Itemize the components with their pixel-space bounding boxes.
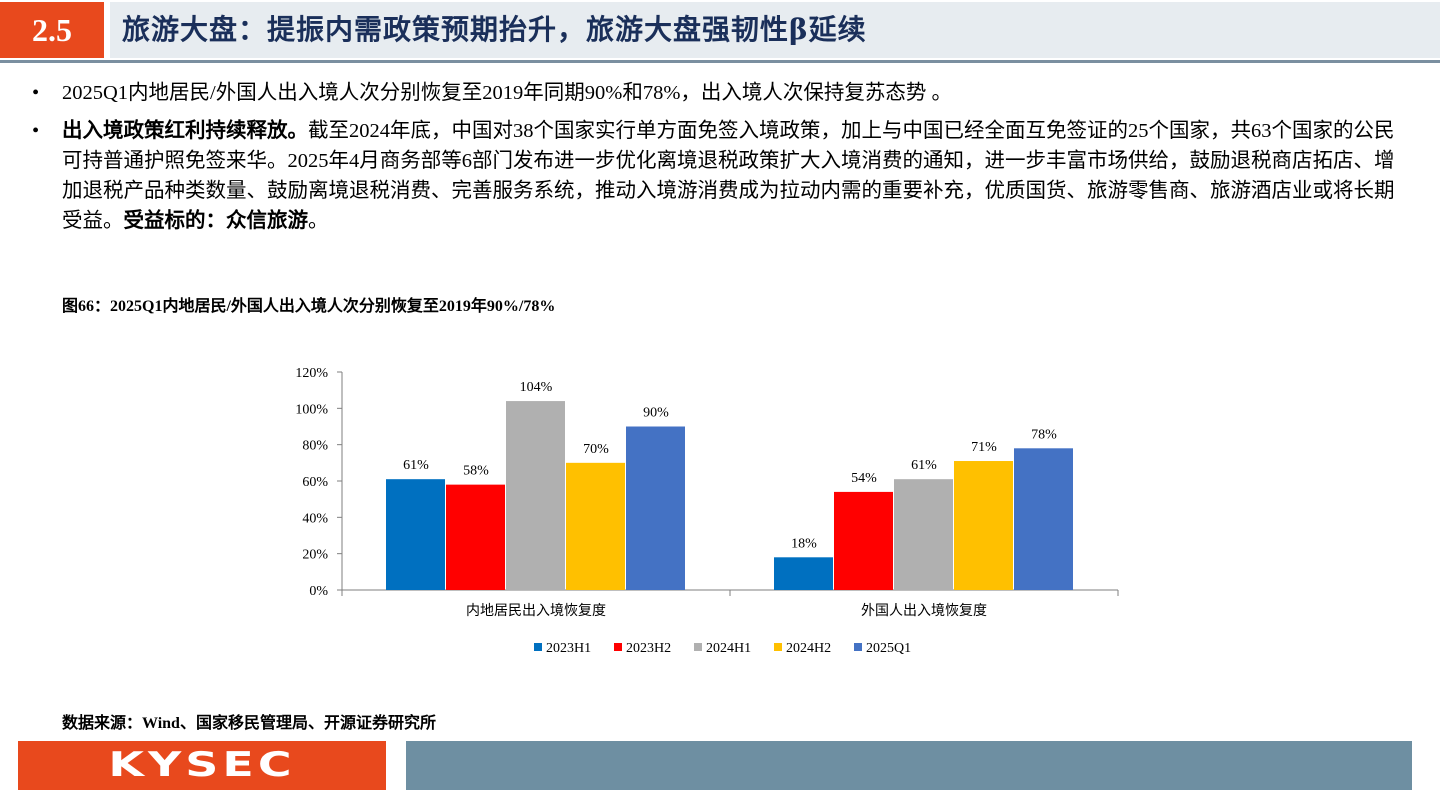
bar (834, 491, 893, 590)
bullet-marker: • (32, 82, 40, 104)
y-tick-label: 60% (302, 475, 328, 490)
bar (446, 484, 505, 590)
legend-label: 2025Q1 (866, 641, 911, 656)
bar (1014, 448, 1073, 590)
data-label: 61% (403, 458, 429, 473)
header-band (110, 2, 1440, 58)
legend-swatch (854, 643, 862, 651)
logo-text: KYSEC (108, 745, 296, 785)
bar (566, 462, 625, 590)
y-tick-label: 40% (302, 511, 328, 526)
kysec-logo: KYSEC (18, 741, 386, 790)
page-title: 旅游大盘：提振内需政策预期抬升，旅游大盘强韧性β延续 (122, 13, 867, 46)
y-tick-label: 0% (309, 584, 328, 599)
data-label: 18% (791, 536, 817, 551)
figure-title: 图66：2025Q1内地居民/外国人出入境人次分别恢复至2019年90%/78% (62, 298, 556, 315)
y-tick-label: 100% (295, 402, 328, 417)
y-tick-label: 120% (295, 366, 328, 381)
bullet-item: • 出入境政策红利持续释放。截至2024年底，中国对38个国家实行单方面免签入境… (30, 116, 1410, 236)
bar (894, 479, 953, 590)
legend-label: 2023H2 (626, 641, 671, 656)
footer-band (406, 741, 1412, 790)
bullet-marker: • (32, 120, 40, 142)
legend-swatch (694, 643, 702, 651)
bullet-beneficiary-bold: 受益标的：众信旅游 (123, 210, 309, 232)
legend-swatch (534, 643, 542, 651)
data-source: 数据来源：Wind、国家移民管理局、开源证券研究所 (62, 715, 436, 732)
data-label: 58% (463, 464, 489, 479)
bar (386, 479, 445, 590)
y-tick-label: 80% (302, 439, 328, 454)
bullet-list: • 2025Q1内地居民/外国人出入境人次分别恢复至2019年同期90%和78%… (30, 78, 1410, 244)
section-number-badge: 2.5 (0, 2, 104, 58)
data-label: 104% (520, 380, 553, 395)
legend-swatch (774, 643, 782, 651)
bullet-tail: 。 (308, 210, 329, 232)
legend-label: 2024H1 (706, 641, 751, 656)
data-label: 70% (583, 442, 609, 457)
legend-swatch (614, 643, 622, 651)
data-label: 61% (911, 458, 937, 473)
y-tick-label: 20% (302, 548, 328, 563)
bullet-lead-bold: 出入境政策红利持续释放。 (62, 120, 308, 142)
legend-label: 2024H2 (786, 641, 831, 656)
category-label: 内地居民出入境恢复度 (466, 602, 606, 619)
bar (506, 401, 565, 590)
header-divider (0, 60, 1440, 63)
bullet-text: 2025Q1内地居民/外国人出入境人次分别恢复至2019年同期90%和78%，出… (62, 82, 953, 104)
bullet-text: 截至2024年底，中国对38个国家实行单方面免签入境政策，加上与中国已经全面互免… (62, 120, 1395, 232)
bullet-item: • 2025Q1内地居民/外国人出入境人次分别恢复至2019年同期90%和78%… (30, 78, 1410, 108)
bar (954, 461, 1013, 590)
data-label: 78% (1031, 427, 1057, 442)
bar (626, 426, 685, 590)
category-label: 外国人出入境恢复度 (861, 602, 987, 619)
data-label: 71% (971, 440, 997, 455)
legend-label: 2023H1 (546, 641, 591, 656)
data-label: 90% (643, 406, 669, 421)
data-label: 54% (851, 471, 877, 486)
bar (774, 557, 833, 590)
